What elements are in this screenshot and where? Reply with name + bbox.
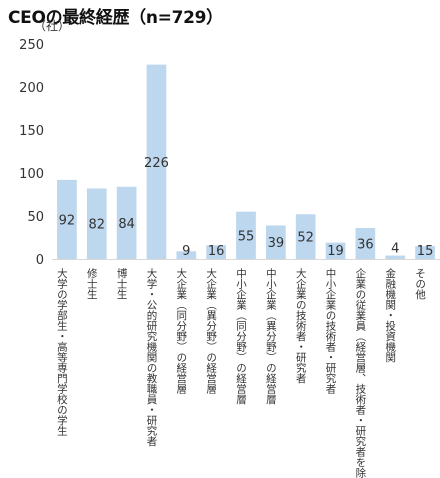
- bar: [355, 228, 376, 259]
- x-category-label: 修士生: [86, 267, 98, 299]
- data-label: 9: [182, 244, 190, 259]
- y-tick-label: 0: [36, 253, 44, 268]
- data-label: 82: [88, 218, 105, 233]
- x-category-label: 中小企業の技術者・研究者: [325, 267, 337, 395]
- x-category-label: 企業の従業員（経営層、技術者・研究者を除く）: [354, 267, 366, 478]
- x-category-label: 中小企業（異分野）の経営層: [265, 267, 277, 404]
- x-category-label: その他: [414, 268, 426, 300]
- data-label: 39: [268, 236, 285, 251]
- data-label: 15: [417, 244, 434, 259]
- bar: [116, 186, 137, 259]
- bar: [146, 64, 167, 259]
- bar: [86, 188, 107, 259]
- bar: [236, 211, 256, 259]
- bar: [265, 225, 286, 259]
- x-category-label: 大企業（同分野）の経営層: [175, 267, 187, 394]
- x-category-label: 大企業の技術者・研究者: [295, 267, 307, 384]
- data-label: 84: [118, 217, 135, 232]
- data-label: 92: [59, 213, 76, 228]
- x-category-label: 大学の学部生・高等専門学校の学生: [56, 267, 68, 436]
- data-label: 36: [357, 238, 374, 253]
- data-label: 55: [238, 229, 255, 244]
- bar: [57, 179, 77, 259]
- y-tick-label: 250: [19, 38, 44, 53]
- bar: [415, 246, 435, 259]
- x-category-label: 中小企業（同分野）の経営層: [235, 267, 247, 404]
- data-label: 19: [327, 244, 344, 259]
- bar: [385, 255, 406, 259]
- bar: [176, 251, 197, 259]
- x-category-label: 大学・公的研究機関の教職員・研究者: [145, 267, 157, 447]
- data-label: 52: [297, 231, 314, 246]
- y-tick-label: 100: [19, 167, 44, 182]
- y-tick-label: 150: [19, 124, 44, 139]
- data-label: 16: [208, 244, 225, 259]
- bar: [325, 242, 346, 259]
- data-label: 4: [391, 242, 399, 257]
- y-tick-label: 50: [27, 210, 44, 225]
- bar: [206, 245, 227, 259]
- x-category-label: 博士生: [116, 267, 128, 299]
- x-category-label: 金融機関・投資機関: [384, 267, 396, 363]
- data-label: 226: [144, 156, 169, 171]
- chart-title: CEOの最終経歴（n=729）: [8, 8, 223, 28]
- y-axis-unit: （社）: [34, 18, 70, 33]
- bar: [295, 214, 316, 259]
- y-tick-label: 200: [19, 81, 44, 96]
- x-category-label: 大企業（異分野）の経営層: [205, 267, 217, 394]
